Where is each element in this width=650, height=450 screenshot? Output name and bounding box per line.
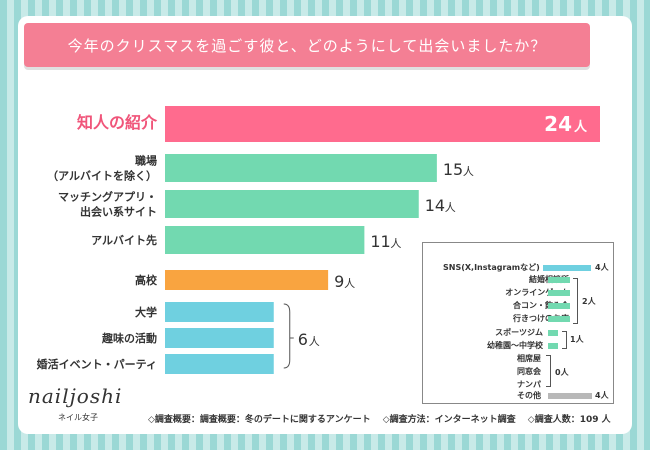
category-label: アルバイト先	[91, 233, 157, 247]
category-label: （アルバイトを除く）	[47, 169, 157, 183]
value-label: 14	[425, 196, 445, 215]
value-unit: 人	[463, 165, 474, 178]
value-label: 9	[334, 272, 344, 291]
value-unit: 人	[574, 119, 588, 135]
legend-bar	[548, 290, 570, 296]
value-unit: 人	[445, 201, 456, 214]
legend-item: 同窓会	[517, 367, 541, 376]
bar	[165, 226, 365, 254]
group-bracket	[283, 303, 294, 369]
legend-item: オンラインゲーム	[505, 288, 569, 297]
bar	[165, 270, 329, 290]
category-label: 知人の紹介	[77, 113, 158, 132]
bar	[165, 302, 274, 322]
legend-sns-value: 4人	[595, 263, 609, 272]
survey-method: ◇調査方法：インターネット調査	[382, 415, 516, 425]
legend-sns-label: SNS(X,Instagramなど)	[443, 263, 540, 272]
legend-other-label: その他	[517, 391, 541, 400]
survey-count: ◇調査人数：109 人	[527, 415, 611, 425]
legend-group-0-value: 0人	[555, 368, 569, 377]
group-value-label: 6	[298, 330, 308, 349]
legend-item: スポーツジム	[495, 328, 543, 337]
value-label: 11	[370, 232, 390, 251]
bar	[165, 328, 274, 348]
legend-sns-bar	[543, 265, 591, 271]
legend-other-value: 4人	[595, 391, 609, 400]
survey-footer: ◇調査概要：調査概要：冬のデートに関するアンケート ◇調査方法：インターネット調…	[148, 412, 618, 425]
legend-bar	[548, 343, 558, 349]
category-label: 大学	[135, 305, 157, 319]
legend-bracket	[562, 331, 567, 349]
legend-bar	[548, 277, 570, 283]
category-label: マッチングアプリ・	[58, 190, 157, 204]
legend-item: 相席屋	[517, 354, 541, 363]
bar	[165, 154, 437, 182]
category-label: 出会い系サイト	[80, 205, 157, 219]
legend-other-bar	[548, 393, 592, 399]
legend-item: ナンパ	[517, 380, 541, 389]
category-label: 高校	[135, 273, 158, 287]
legend-box: SNS(X,Instagramなど) 4人 結婚相談所 オンラインゲーム 合コン…	[422, 242, 614, 404]
bar	[165, 354, 274, 374]
survey-overview: ◇調査概要：調査概要：冬のデートに関するアンケート	[148, 415, 371, 425]
category-label: 婚活イベント・パーティ	[37, 357, 157, 371]
value-label: 24	[544, 112, 572, 136]
legend-group-2-value: 2人	[582, 297, 596, 306]
value-unit: 人	[390, 237, 401, 250]
category-label: 趣味の活動	[101, 331, 157, 345]
legend-item: 幼稚園～中学校	[487, 341, 543, 350]
legend-bracket	[573, 278, 578, 324]
bar	[165, 190, 419, 218]
legend-bracket	[546, 355, 551, 387]
legend-bar	[548, 303, 570, 309]
bar	[165, 106, 600, 142]
legend-item: 行きつけのお店	[513, 314, 569, 323]
legend-item: 合コン・飲み会	[513, 301, 569, 310]
legend-bar	[548, 316, 570, 322]
chart-title: 今年のクリスマスを過ごす彼と、どのようにして出会いましたか？	[24, 23, 590, 67]
brand-logo: nailjoshi	[28, 384, 123, 408]
value-label: 15	[443, 160, 463, 179]
brand-sub: ネイル女子	[58, 413, 98, 422]
category-label: 職場	[135, 154, 157, 168]
group-value-unit: 人	[309, 335, 320, 348]
legend-bar	[548, 330, 558, 336]
legend-group-1-value: 1人	[570, 335, 584, 344]
value-unit: 人	[344, 277, 355, 290]
